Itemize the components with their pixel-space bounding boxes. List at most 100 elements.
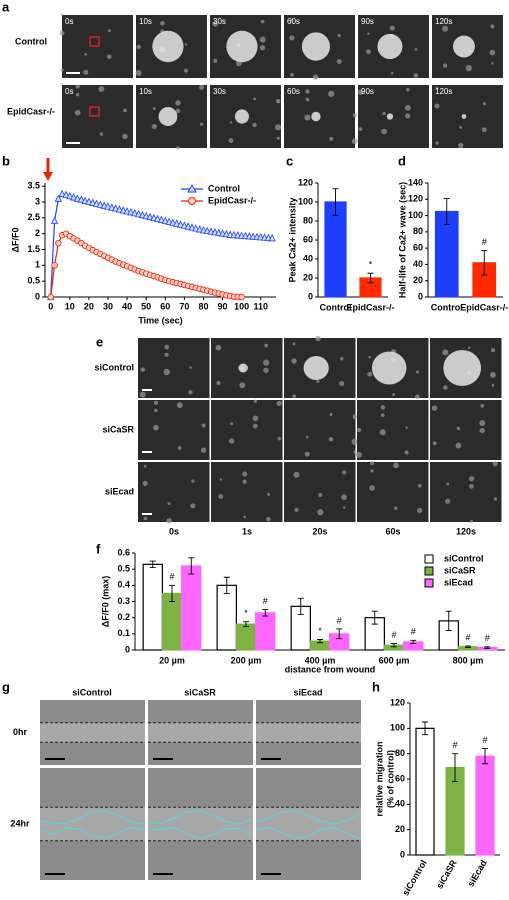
significance-mark: # — [482, 735, 487, 745]
cell-speckle — [136, 44, 141, 50]
cell-speckle — [357, 89, 364, 95]
error-bar — [223, 576, 230, 594]
cell-speckle — [380, 405, 386, 410]
cell-speckle — [404, 450, 409, 455]
cell-speckle — [219, 478, 222, 481]
error-bar — [169, 584, 175, 602]
cell-speckle — [276, 400, 282, 407]
data-point — [62, 190, 70, 198]
column-label: siEcad — [293, 687, 322, 697]
x-tick-label: 90 — [218, 301, 228, 311]
cell-speckle — [468, 475, 475, 482]
calcium-wave — [377, 33, 403, 60]
data-point — [131, 209, 139, 217]
cell-speckle — [242, 479, 247, 484]
y-tick-label: 140 — [408, 177, 423, 187]
cell-speckle — [213, 58, 218, 63]
micrograph — [138, 400, 210, 460]
data-point — [176, 220, 185, 228]
cell-speckle — [84, 52, 88, 56]
cell-speckle — [183, 68, 189, 73]
x-tick-label: Control — [431, 302, 463, 312]
cell-speckle — [143, 516, 148, 521]
cell-speckle — [381, 128, 387, 135]
cell-speckle — [135, 70, 142, 77]
cell-speckle — [491, 62, 494, 65]
data-point — [66, 191, 74, 200]
cell-speckle — [216, 380, 221, 385]
y-tick-label: 60 — [395, 773, 405, 783]
significance-mark: # — [465, 632, 470, 642]
data-point — [119, 206, 127, 214]
x-tick-label: 60 — [160, 301, 170, 311]
cell-speckle — [389, 25, 395, 31]
cell-speckle — [414, 47, 418, 51]
error-bar — [371, 610, 378, 625]
cell-speckle — [230, 422, 234, 426]
data-point — [123, 207, 131, 215]
time-label: 0s — [65, 87, 73, 96]
data-point — [161, 216, 169, 224]
cell-speckle — [489, 49, 496, 56]
cell-speckle — [229, 121, 233, 124]
data-point — [238, 293, 245, 301]
cell-speckle — [369, 485, 375, 491]
micrograph — [358, 85, 429, 148]
cell-speckle — [445, 498, 451, 504]
cell-speckle — [304, 451, 310, 457]
y-tick-label: 0 — [418, 291, 423, 301]
time-label: 20s — [312, 526, 327, 536]
bar — [181, 565, 202, 651]
micrograph — [138, 338, 210, 398]
x-tick-label: 40 — [122, 301, 132, 311]
panel-label: c — [286, 153, 293, 168]
data-point — [111, 204, 120, 212]
data-point — [195, 225, 204, 233]
y-tick-label: 0.4 — [117, 580, 130, 590]
y-tick-label: 2 — [35, 228, 40, 238]
cell-speckle — [337, 33, 341, 38]
time-label: 120s — [456, 526, 476, 536]
legend-label: siEcad — [444, 577, 473, 587]
cell-speckle — [382, 111, 386, 116]
cell-speckle — [189, 366, 192, 369]
y-tick-label: 120 — [390, 697, 405, 707]
cell-speckle — [405, 113, 411, 119]
cell-speckle — [252, 423, 258, 429]
legend-label: siControl — [444, 553, 484, 563]
cell-speckle — [353, 450, 357, 454]
data-point — [150, 213, 158, 222]
significance-mark: * — [369, 260, 373, 270]
cell-speckle — [252, 415, 259, 422]
data-point — [146, 212, 154, 221]
y-axis-label: Peak Ca2+ intensity — [287, 198, 297, 283]
cell-speckle — [336, 59, 342, 65]
y-tick-label: 0 — [35, 291, 40, 301]
time-label: 90s — [361, 17, 374, 26]
y-axis-label: Half-life of Ca2+ wave (sec) — [397, 182, 407, 298]
cell-speckle — [218, 494, 224, 499]
roi-box — [89, 36, 100, 47]
data-point — [100, 201, 108, 209]
x-tick-label: 400 µm — [305, 655, 336, 665]
cell-speckle — [305, 435, 309, 439]
error-bar — [465, 645, 471, 649]
cell-speckle — [312, 74, 319, 80]
error-bar — [262, 609, 269, 617]
cell-speckle — [201, 423, 206, 428]
cell-speckle — [153, 424, 159, 431]
cell-speckle — [417, 483, 422, 488]
cell-speckle — [289, 35, 295, 41]
cell-speckle — [465, 64, 472, 72]
cell-speckle — [176, 146, 180, 150]
significance-mark: * — [318, 626, 322, 636]
cell-speckle — [415, 394, 420, 400]
row-label: 0hr — [13, 727, 28, 737]
cell-speckle — [164, 352, 169, 357]
y-tick-label: 60 — [303, 234, 313, 244]
cell-speckle — [215, 344, 222, 351]
data-point — [134, 209, 143, 218]
y-tick-label: 0.3 — [117, 596, 130, 606]
calcium-wave — [371, 351, 407, 385]
